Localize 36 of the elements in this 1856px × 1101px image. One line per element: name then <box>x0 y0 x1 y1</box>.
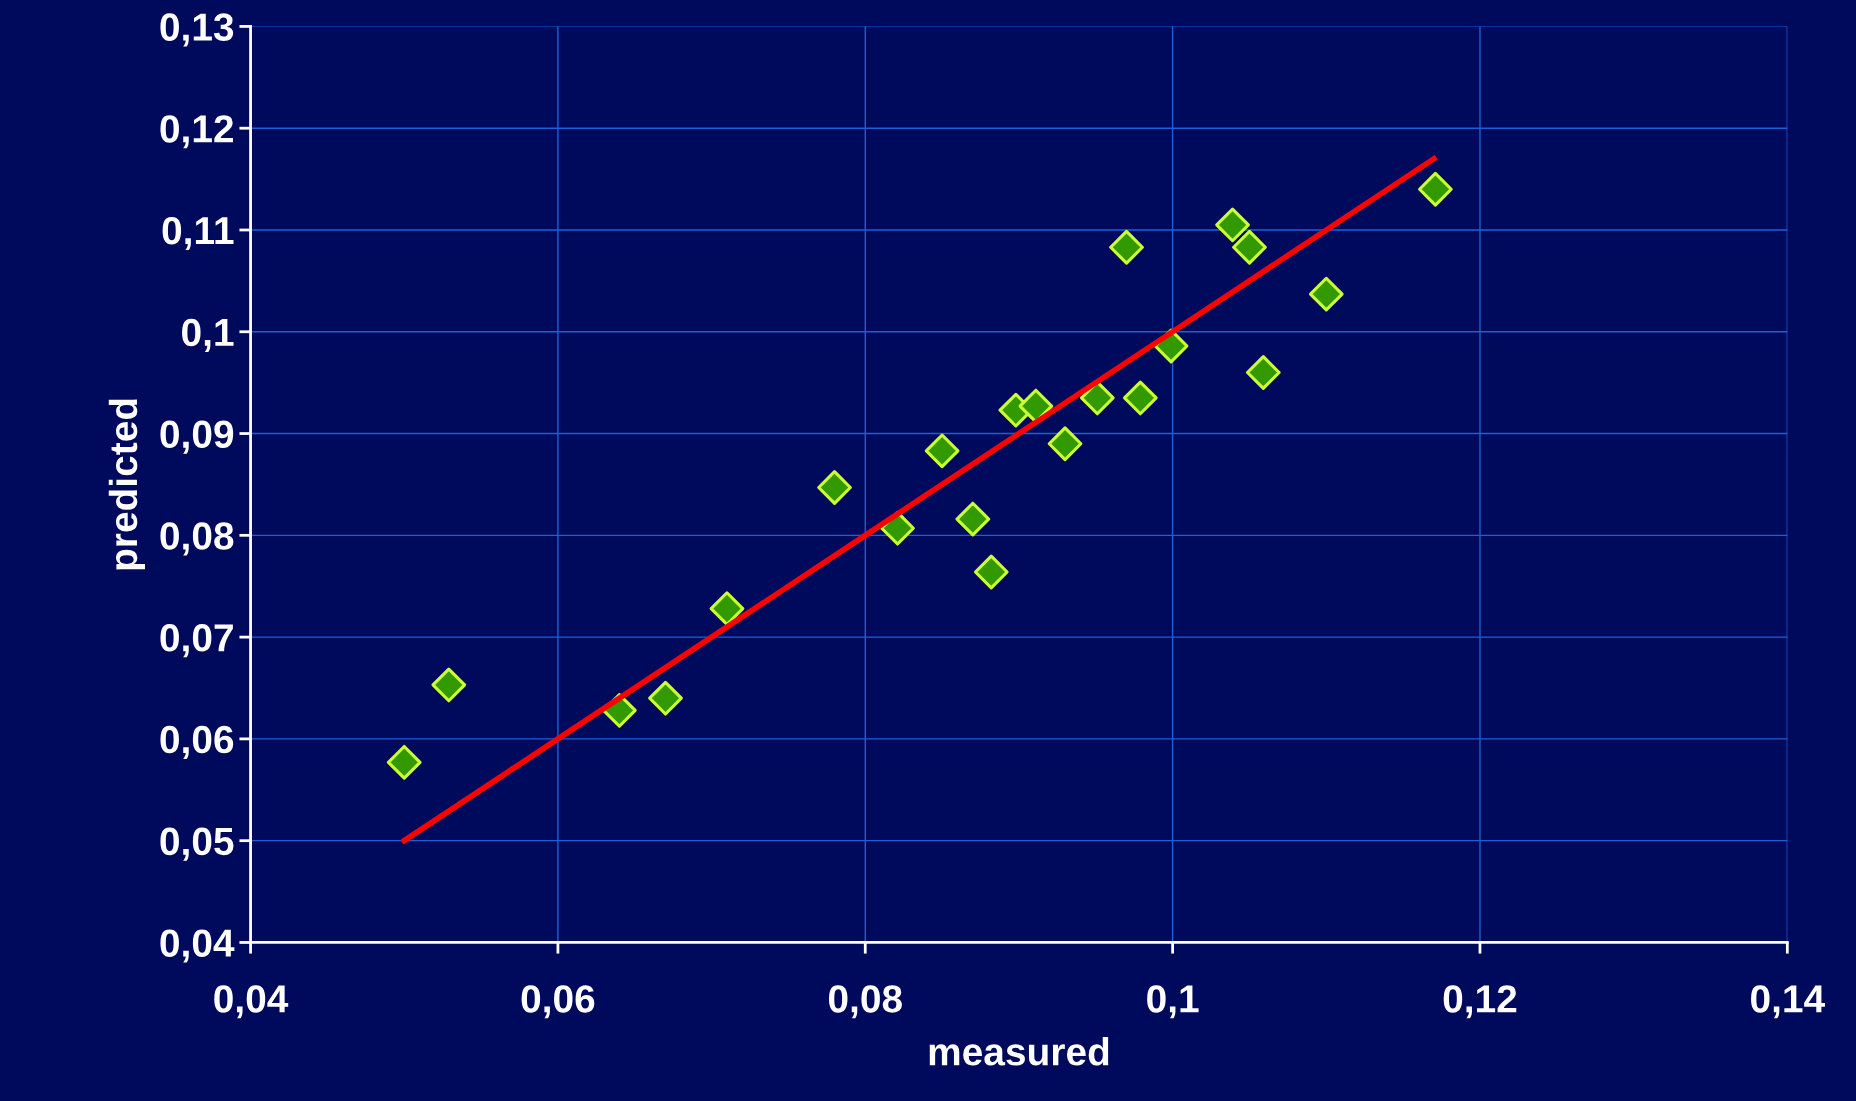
point <box>1047 426 1083 462</box>
y-tick-label: 0,1 <box>182 318 234 352</box>
point <box>973 554 1009 590</box>
y-tick-label: 0,13 <box>160 13 234 47</box>
y-tick-label: 0,09 <box>160 420 234 454</box>
point <box>1232 229 1267 265</box>
point <box>386 744 422 780</box>
x-tick-label: 0,12 <box>1443 985 1517 1019</box>
y-tick-label: 0,06 <box>160 725 234 760</box>
x-tick-label: 0,14 <box>1751 985 1825 1019</box>
y-tick-label: 0,08 <box>160 522 234 556</box>
point <box>431 667 467 703</box>
point <box>1018 388 1054 424</box>
point <box>1109 229 1144 265</box>
point <box>924 433 960 469</box>
y-tick-label: 0,11 <box>162 216 234 251</box>
x-tick-label: 0,08 <box>828 985 902 1019</box>
point <box>1308 276 1344 312</box>
point <box>1215 207 1250 243</box>
x-tick-label: 0,04 <box>214 985 289 1019</box>
x-axis-title: measured <box>929 1037 1109 1066</box>
x-tick-label: 0,1 <box>1147 985 1199 1019</box>
point <box>1418 171 1453 207</box>
point <box>1079 380 1115 416</box>
y-tick-label: 0,12 <box>160 115 234 149</box>
point <box>955 501 991 537</box>
y-tick-label: 0,05 <box>160 827 234 861</box>
x-tick-label: 0,06 <box>521 985 595 1019</box>
point <box>709 591 745 626</box>
point <box>1245 355 1281 390</box>
y-tick-label: 0,04 <box>160 929 235 963</box>
y-axis-title: predicted <box>108 399 146 570</box>
point <box>817 470 852 505</box>
point <box>1122 380 1158 416</box>
y-tick-label: 0,07 <box>160 624 233 658</box>
point <box>648 680 683 716</box>
